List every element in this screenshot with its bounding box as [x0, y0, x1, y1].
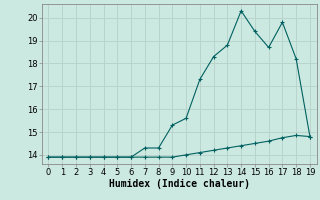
X-axis label: Humidex (Indice chaleur): Humidex (Indice chaleur) — [109, 179, 250, 189]
